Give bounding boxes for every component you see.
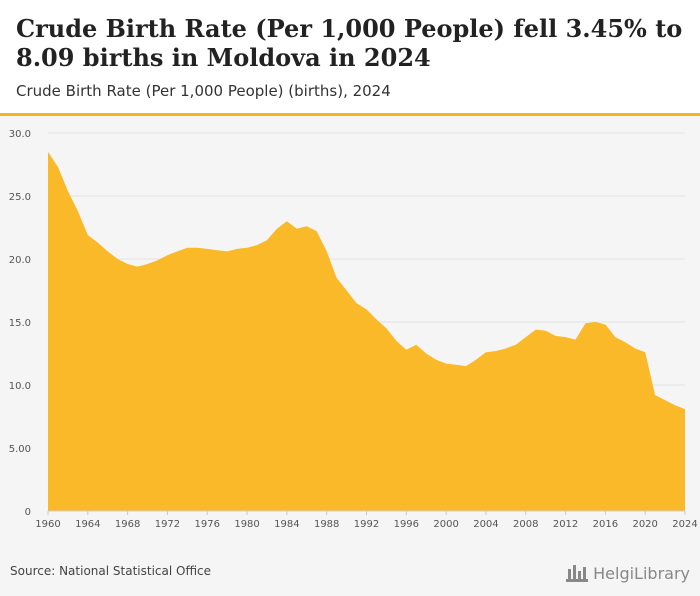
source-note: Source: National Statistical Office [10,564,212,578]
page-title: Crude Birth Rate (Per 1,000 People) fell… [16,14,683,72]
y-tick-label: 20.0 [9,255,31,266]
x-tick-label: 2012 [553,519,578,530]
y-tick-label: 25.0 [9,192,31,203]
x-tick-label: 2016 [593,519,618,530]
x-tick-label: 1984 [274,519,299,530]
library-skyline-icon [566,565,589,582]
header: Crude Birth Rate (Per 1,000 People) fell… [0,0,700,113]
x-tick-label: 2020 [632,519,657,530]
brand-name: HelgiLibrary [593,563,690,583]
y-tick-label: 0 [25,507,31,518]
x-tick-label: 1980 [234,519,259,530]
x-tick-label: 1988 [314,519,339,530]
x-tick-label: 2024 [672,519,697,530]
y-tick-label: 5.00 [9,444,31,455]
y-tick-label: 15.0 [9,318,31,329]
x-tick-label: 1976 [195,519,220,530]
x-tick-label: 1992 [354,519,379,530]
series-area [48,151,685,511]
area-chart: 0 5.00 10.0 15.0 20.0 25.0 30.0 1960 1964 1968 197… [9,129,698,530]
x-tick-label: 1964 [75,519,100,530]
x-tick-label: 1972 [155,519,180,530]
x-tick-label: 1960 [35,519,60,530]
footer: Source: National Statistical Office Helg… [0,553,700,596]
brand-logo[interactable]: HelgiLibrary [566,559,690,587]
x-tick-label: 2000 [433,519,458,530]
x-tick-label: 2004 [473,519,498,530]
y-tick-label: 30.0 [9,129,31,140]
x-tick-label: 1968 [115,519,140,530]
chart-subtitle: Crude Birth Rate (Per 1,000 People) (bir… [16,82,391,100]
y-tick-label: 10.0 [9,381,31,392]
accent-divider [0,113,700,116]
x-tick-label: 1996 [394,519,419,530]
x-tick-label: 2008 [513,519,538,530]
